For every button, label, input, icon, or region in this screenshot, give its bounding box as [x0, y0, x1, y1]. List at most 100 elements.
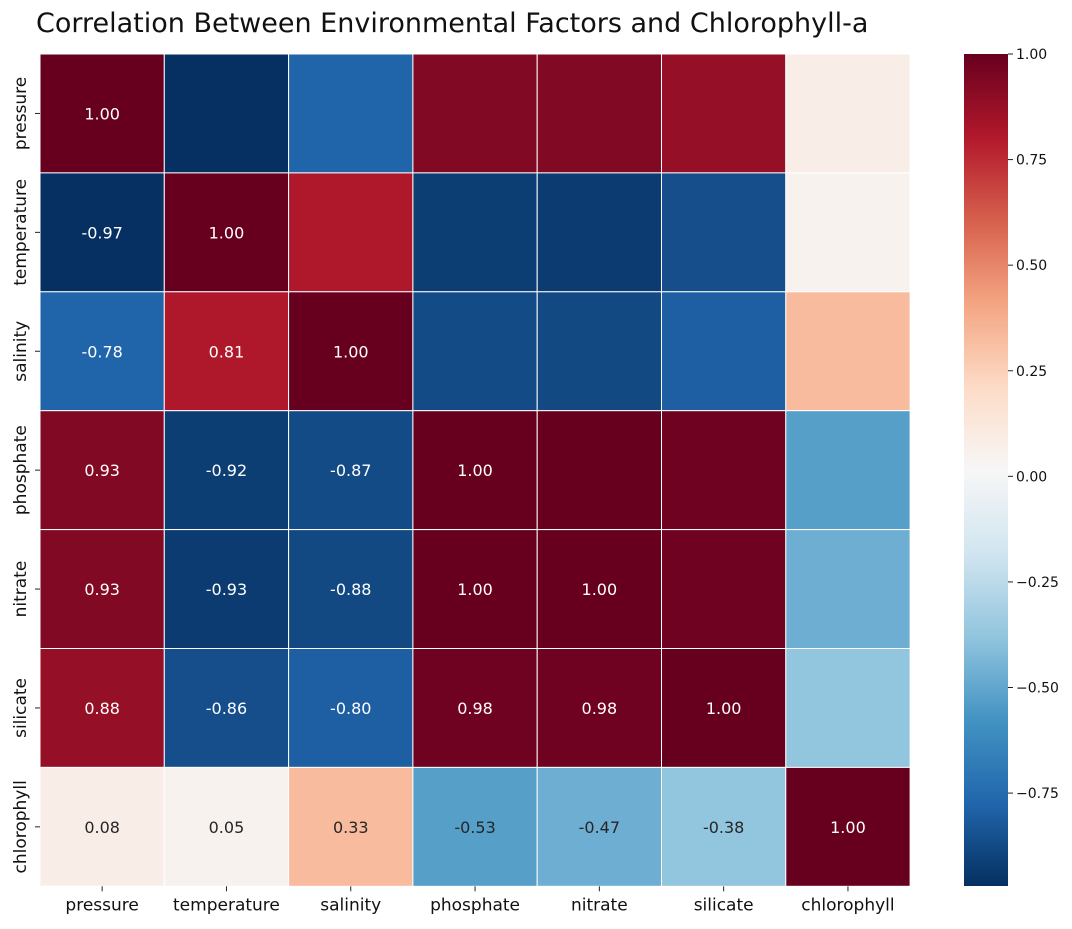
- y-tick-label: temperature: [11, 179, 31, 286]
- heatmap-cell-salinity-nitrate: [536, 291, 663, 412]
- heatmap-cell-silicate-temperature: [163, 648, 290, 768]
- x-tick-label: pressure: [65, 895, 138, 915]
- cell-value-label: -0.93: [206, 580, 247, 599]
- heatmap-cell-pressure-silicate: [661, 53, 787, 174]
- y-tick-label: pressure: [11, 77, 31, 150]
- heatmap-cell-nitrate-salinity: [288, 529, 414, 649]
- cell-value-label: -0.87: [330, 461, 371, 480]
- heatmap-cell-salinity-salinity: [288, 291, 414, 412]
- heatmap-cell-chlorophyll-phosphate: [412, 766, 538, 887]
- heatmap-cell-nitrate-chlorophyll: [785, 529, 911, 649]
- heatmap-cell-pressure-phosphate: [412, 53, 538, 174]
- x-tick-label: silicate: [694, 895, 754, 915]
- cell-value-label: 0.93: [84, 580, 120, 599]
- heatmap-cell-chlorophyll-chlorophyll: [785, 766, 911, 887]
- heatmap-cell-temperature-phosphate: [412, 172, 538, 293]
- x-tick-label: chlorophyll: [801, 895, 894, 915]
- heatmap-cell-silicate-nitrate: [536, 648, 663, 768]
- cell-value-label: 1.00: [582, 580, 618, 599]
- colorbar-tick-label: −0.25: [1016, 575, 1059, 591]
- cell-value-label: 0.81: [209, 342, 245, 361]
- colorbar-tick-label: 0.75: [1016, 153, 1047, 169]
- heatmap-cell-chlorophyll-nitrate: [536, 766, 663, 887]
- cell-value-label: -0.92: [206, 461, 247, 480]
- colorbar-gradient: [964, 54, 1008, 886]
- cell-value-label: -0.47: [579, 818, 620, 837]
- y-tick-label: phosphate: [11, 425, 31, 515]
- heatmap-cell-silicate-salinity: [288, 648, 414, 768]
- heatmap-cell-pressure-salinity: [288, 53, 414, 174]
- cell-value-label: 1.00: [830, 818, 866, 837]
- heatmap-cell-chlorophyll-silicate: [661, 766, 787, 887]
- y-tick-label: salinity: [11, 321, 31, 382]
- cell-value-label: 0.98: [582, 699, 618, 718]
- heatmap-cell-phosphate-nitrate: [536, 410, 663, 531]
- cell-value-label: 0.88: [84, 699, 120, 718]
- cell-value-label: 1.00: [209, 223, 245, 242]
- x-tick-label: nitrate: [571, 895, 628, 915]
- heatmap-cell-phosphate-pressure: [39, 410, 165, 531]
- colorbar-tick-label: 0.00: [1016, 469, 1047, 485]
- heatmap-cell-salinity-chlorophyll: [785, 291, 911, 412]
- cell-value-label: 0.08: [84, 818, 120, 837]
- y-axis: pressure temperature salinity phosphate nitr…: [11, 77, 40, 874]
- cell-value-label: 0.93: [84, 461, 120, 480]
- heatmap-cell-phosphate-phosphate: [412, 410, 538, 531]
- cell-value-label: -0.86: [206, 699, 247, 718]
- heatmap-cell-temperature-nitrate: [536, 172, 663, 293]
- colorbar: 1.00 0.75 0.50 0.25 0.00 −0.25 −0.50 −0.75: [964, 47, 1059, 886]
- heatmap-cell-salinity-temperature: [163, 291, 290, 412]
- heatmap-cell-labels: 1.00 -0.97 1.00 -0.78 0.81 1.00 0.93 -0.92 -0.87…: [81, 104, 865, 836]
- cell-value-label: 1.00: [84, 104, 120, 123]
- heatmap-cell-phosphate-temperature: [163, 410, 290, 531]
- y-tick-label: nitrate: [11, 561, 31, 618]
- heatmap-cell-phosphate-silicate: [661, 410, 787, 531]
- cell-value-label: 0.98: [457, 699, 493, 718]
- colorbar-tick-label: −0.75: [1016, 786, 1059, 802]
- heatmap-cell-pressure-chlorophyll: [785, 53, 911, 174]
- heatmap-cell-chlorophyll-pressure: [39, 766, 165, 887]
- heatmap-cell-silicate-phosphate: [412, 648, 538, 768]
- cell-value-label: 1.00: [706, 699, 742, 718]
- x-axis: pressure temperature salinity phosphate nitr…: [65, 886, 895, 915]
- colorbar-tick-label: 1.00: [1016, 47, 1047, 63]
- cell-value-label: -0.80: [330, 699, 371, 718]
- cell-value-label: 1.00: [457, 461, 493, 480]
- cell-value-label: 0.33: [333, 818, 369, 837]
- heatmap-cell-nitrate-pressure: [39, 529, 165, 649]
- colorbar-tick-label: 0.50: [1016, 258, 1047, 274]
- cell-value-label: 0.05: [209, 818, 245, 837]
- cell-value-label: 1.00: [457, 580, 493, 599]
- x-tick-label: phosphate: [430, 895, 520, 915]
- heatmap-cell-temperature-salinity: [288, 172, 414, 293]
- cell-value-label: -0.53: [454, 818, 495, 837]
- heatmap-cell-salinity-pressure: [39, 291, 165, 412]
- heatmap-cell-temperature-chlorophyll: [785, 172, 911, 293]
- y-tick-label: silicate: [11, 678, 31, 738]
- cell-value-label: -0.97: [81, 223, 122, 242]
- heatmap-cell-salinity-silicate: [661, 291, 787, 412]
- heatmap-cells: [39, 53, 911, 887]
- heatmap-cell-temperature-pressure: [39, 172, 165, 293]
- cell-value-label: 1.00: [333, 342, 369, 361]
- heatmap-cell-salinity-phosphate: [412, 291, 538, 412]
- colorbar-tick-label: −0.50: [1016, 681, 1059, 697]
- heatmap-cell-chlorophyll-salinity: [288, 766, 414, 887]
- heatmap-cell-pressure-pressure: [39, 53, 165, 174]
- heatmap-cell-nitrate-silicate: [661, 529, 787, 649]
- cell-value-label: -0.38: [703, 818, 744, 837]
- heatmap-cell-temperature-silicate: [661, 172, 787, 293]
- heatmap-cell-pressure-temperature: [163, 53, 290, 174]
- cell-value-label: -0.88: [330, 580, 371, 599]
- heatmap-cell-silicate-pressure: [39, 648, 165, 768]
- y-tick-label: chlorophyll: [11, 780, 31, 873]
- cell-value-label: -0.78: [81, 342, 122, 361]
- colorbar-tick-label: 0.25: [1016, 364, 1047, 380]
- heatmap-cell-pressure-nitrate: [536, 53, 663, 174]
- x-tick-label: temperature: [173, 895, 280, 915]
- chart-title: Correlation Between Environmental Factor…: [36, 8, 868, 39]
- x-tick-label: salinity: [320, 895, 381, 915]
- heatmap-cell-silicate-chlorophyll: [785, 648, 911, 768]
